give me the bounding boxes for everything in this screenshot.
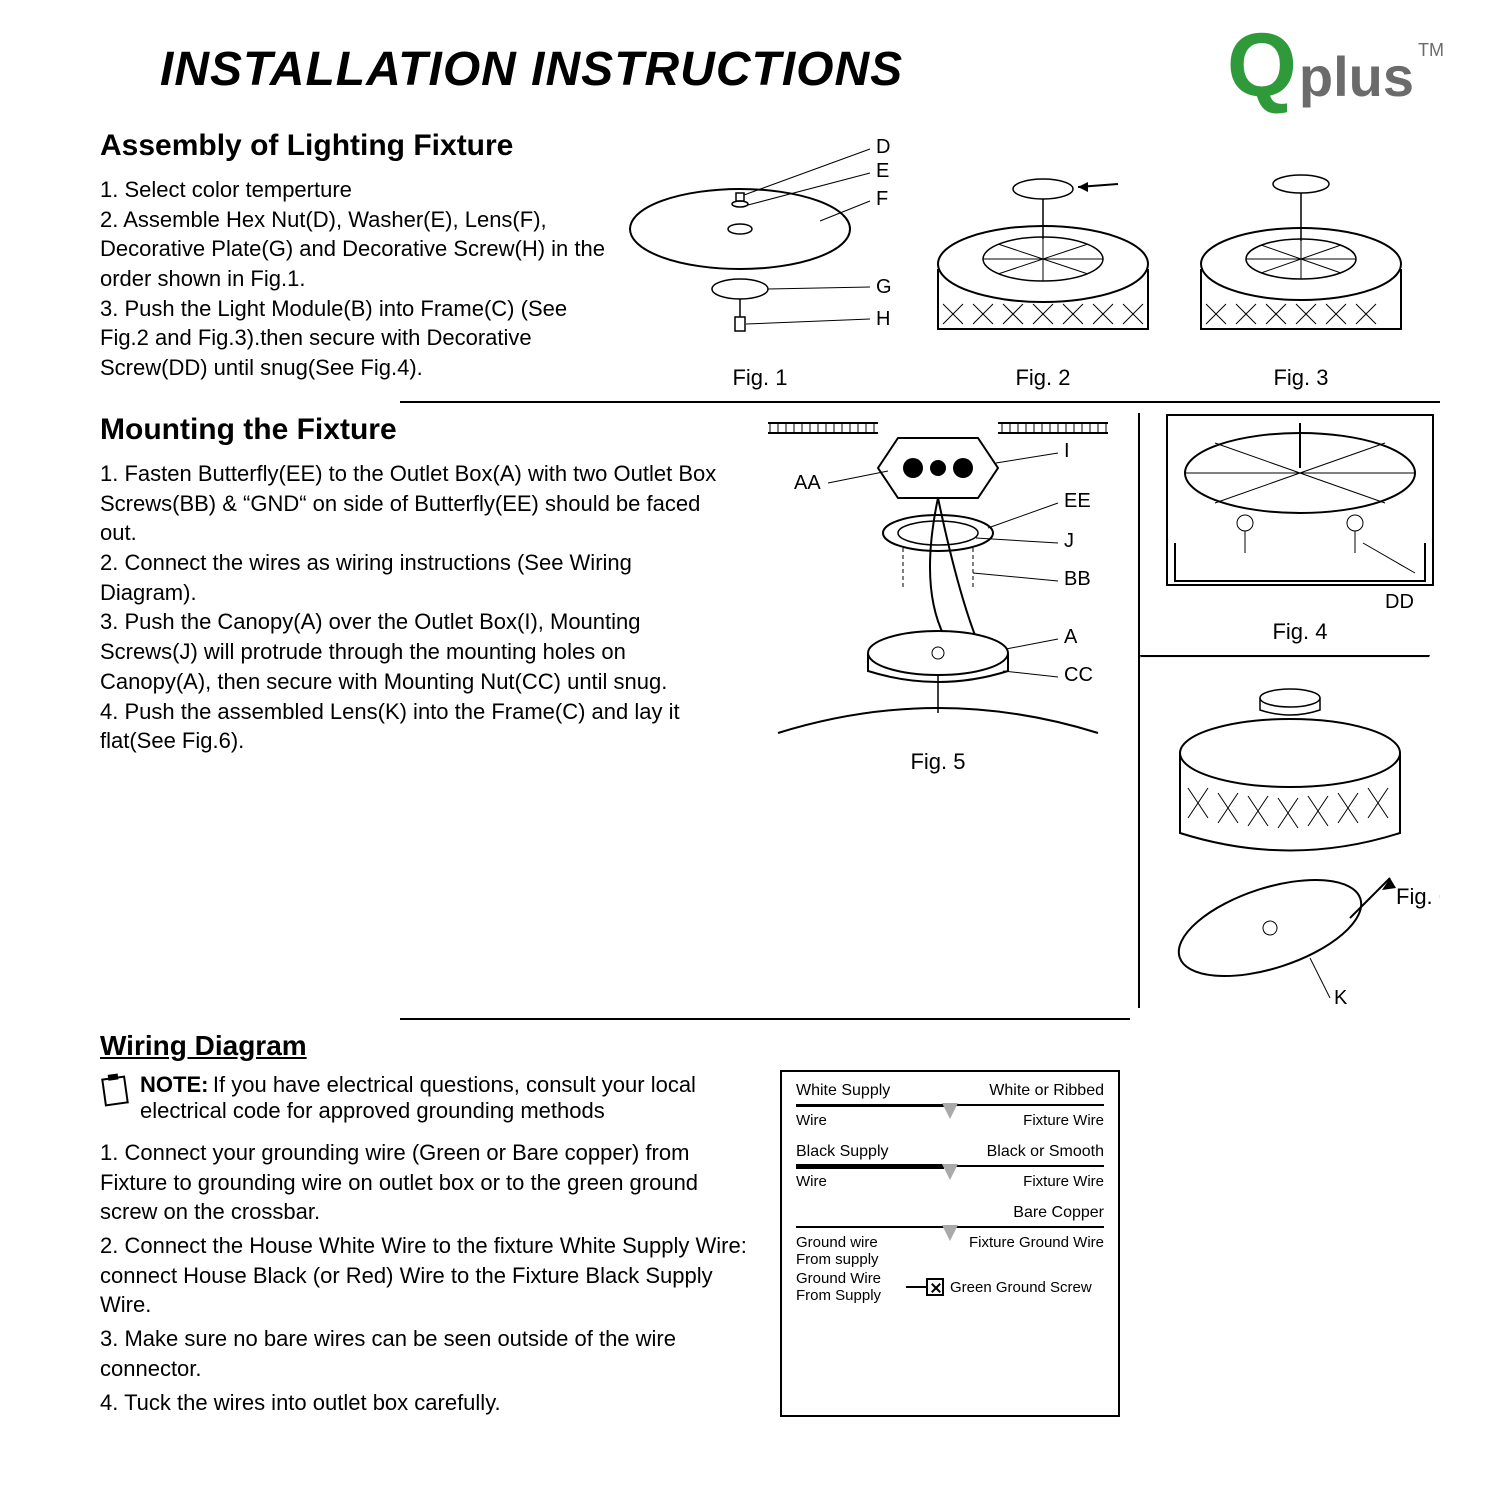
main-title: INSTALLATION INSTRUCTIONS: [160, 42, 903, 97]
fig1-caption: Fig. 1: [732, 365, 787, 391]
figure-3: Fig. 3: [1186, 149, 1416, 391]
assembly-figures: D E F G H Fig. 1: [620, 129, 1416, 391]
wd-label: White Supply: [796, 1082, 890, 1100]
svg-text:BB: BB: [1064, 568, 1091, 590]
label-e: E: [876, 160, 889, 182]
fig6-svg: Fig. 6 K: [1160, 668, 1440, 1008]
svg-text:Fig. 6: Fig. 6: [1396, 884, 1440, 909]
wiring-step: 2. Connect the House White Wire to the f…: [100, 1231, 760, 1320]
fig3-caption: Fig. 3: [1273, 365, 1328, 391]
wire-connector-icon: [942, 1225, 958, 1241]
wd-label: White or Ribbed: [989, 1082, 1104, 1100]
mounting-step: 4. Push the assembled Lens(K) into the F…: [100, 697, 728, 756]
logo-q-letter: Q: [1227, 30, 1297, 102]
note-content: NOTE: If you have electrical questions, …: [140, 1072, 760, 1124]
fig3-svg: [1186, 149, 1416, 359]
ground-screw-icon: [926, 1278, 944, 1296]
svg-text:J: J: [1064, 530, 1074, 552]
wd-under: Wire: [796, 1112, 827, 1129]
mounting-step: 1. Fasten Butterfly(EE) to the Outlet Bo…: [100, 459, 728, 548]
note-label: NOTE:: [140, 1072, 208, 1097]
label-h: H: [876, 308, 890, 330]
logo-tm: TM: [1418, 40, 1444, 61]
wiring-title: Wiring Diagram: [100, 1030, 760, 1062]
wd-label: Ground Wire From Supply: [796, 1270, 906, 1304]
wire-connector-icon: [942, 1103, 958, 1119]
clipboard-icon: [100, 1072, 130, 1108]
fig5-svg: AA I EE J BB A CC: [758, 413, 1118, 743]
wire-connector-icon: [942, 1164, 958, 1180]
wd-row-white: White Supply White or Ribbed Wire Fixture …: [796, 1082, 1104, 1129]
wiring-step: 4. Tuck the wires into outlet box carefu…: [100, 1388, 760, 1418]
mounting-step: 2. Connect the wires as wiring instructi…: [100, 548, 728, 607]
divider-1: [400, 401, 1440, 403]
assembly-steps: 1. Select color temperture 2. Assemble H…: [100, 175, 610, 383]
fig2-caption: Fig. 2: [1015, 365, 1070, 391]
mounting-step: 3. Push the Canopy(A) over the Outlet Bo…: [100, 607, 728, 696]
assembly-step: 2. Assemble Hex Nut(D), Washer(E), Lens(…: [100, 205, 610, 294]
fig4-caption: Fig. 4: [1272, 619, 1327, 645]
wd-under: Ground wire From supply: [796, 1234, 916, 1268]
brand-logo: Q plus TM: [1227, 30, 1440, 109]
figure-6: Fig. 6 K: [1160, 668, 1440, 1008]
assembly-step: 3. Push the Light Module(B) into Frame(C…: [100, 294, 610, 383]
note-row: NOTE: If you have electrical questions, …: [100, 1072, 760, 1124]
svg-text:K: K: [1334, 987, 1348, 1008]
fig2-svg: [918, 149, 1168, 359]
mounting-text: Mounting the Fixture 1. Fasten Butterfly…: [100, 413, 738, 1008]
wd-under: Fixture Wire: [1023, 1173, 1104, 1190]
wiring-text: Wiring Diagram NOTE: If you have electri…: [100, 1030, 760, 1417]
assembly-title: Assembly of Lighting Fixture: [100, 129, 610, 163]
figure-2: Fig. 2: [918, 149, 1168, 391]
wd-row-screw: Ground Wire From Supply Green Ground Scr…: [796, 1282, 1104, 1292]
mounting-title: Mounting the Fixture: [100, 413, 728, 447]
assembly-step: 1. Select color temperture: [100, 175, 610, 205]
svg-text:I: I: [1064, 440, 1070, 462]
right-figure-column: DD Fig. 4: [1138, 413, 1440, 1008]
figure-5: AA I EE J BB A CC Fig. 5: [758, 413, 1118, 1008]
assembly-section: Assembly of Lighting Fixture 1. Select c…: [100, 129, 1440, 391]
header: INSTALLATION INSTRUCTIONS Q plus TM: [100, 30, 1440, 109]
note-text: If you have electrical questions, consul…: [140, 1072, 696, 1123]
mounting-section: Mounting the Fixture 1. Fasten Butterfly…: [100, 413, 1440, 1008]
assembly-text: Assembly of Lighting Fixture 1. Select c…: [100, 129, 620, 391]
label-g: G: [876, 276, 892, 298]
wiring-steps: 1. Connect your grounding wire (Green or…: [100, 1138, 760, 1417]
figure-1: D E F G H Fig. 1: [620, 129, 900, 391]
fig5-caption: Fig. 5: [910, 749, 965, 775]
label-f: F: [876, 188, 888, 210]
fig1-svg: D E F G H: [620, 129, 900, 359]
svg-text:A: A: [1064, 626, 1078, 648]
wd-label: Black or Smooth: [987, 1143, 1104, 1161]
wd-under: Wire: [796, 1173, 827, 1190]
logo-plus-text: plus: [1299, 44, 1414, 109]
fig4-svg: DD: [1165, 413, 1435, 613]
page-root: INSTALLATION INSTRUCTIONS Q plus TM Asse…: [0, 0, 1500, 1500]
wiring-step: 1. Connect your grounding wire (Green or…: [100, 1138, 760, 1227]
wiring-step: 3. Make sure no bare wires can be seen o…: [100, 1324, 760, 1383]
svg-text:DD: DD: [1385, 591, 1414, 613]
mounting-steps: 1. Fasten Butterfly(EE) to the Outlet Bo…: [100, 459, 728, 756]
wd-under: Fixture Wire: [1023, 1112, 1104, 1129]
wd-label: Black Supply: [796, 1143, 889, 1161]
wiring-section: Wiring Diagram NOTE: If you have electri…: [100, 1030, 1440, 1417]
wd-row-black: Black Supply Black or Smooth Wire Fixture …: [796, 1143, 1104, 1190]
label-d: D: [876, 136, 890, 158]
divider-2: [400, 1018, 1130, 1020]
wd-under: Fixture Ground Wire: [969, 1234, 1104, 1268]
wd-label: Bare Copper: [1013, 1204, 1104, 1222]
svg-text:CC: CC: [1064, 664, 1093, 686]
wd-row-ground: Bare Copper Ground wire From supply Fixtu…: [796, 1204, 1104, 1268]
wiring-diagram-box: White Supply White or Ribbed Wire Fixture …: [780, 1070, 1120, 1417]
wd-label: Green Ground Screw: [950, 1279, 1092, 1296]
svg-text:EE: EE: [1064, 490, 1091, 512]
svg-text:AA: AA: [794, 472, 821, 494]
divider-right: [1140, 655, 1430, 658]
figure-4: DD Fig. 4: [1160, 413, 1440, 645]
